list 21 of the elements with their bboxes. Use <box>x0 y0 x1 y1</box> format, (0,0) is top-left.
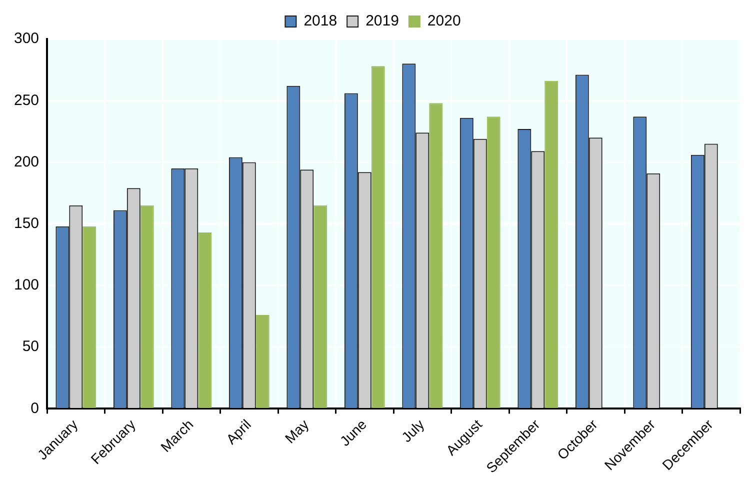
bar <box>140 205 154 408</box>
y-tick-label: 200 <box>14 153 40 170</box>
y-tick-label: 250 <box>14 92 40 109</box>
bar <box>314 205 328 408</box>
legend-label: 2020 <box>427 12 461 30</box>
bar <box>486 116 500 408</box>
y-tick-label: 0 <box>30 400 40 417</box>
x-tick-label: May <box>282 416 312 446</box>
y-tick-label: 50 <box>22 338 40 356</box>
bar <box>82 226 96 408</box>
legend-label: 2018 <box>304 12 338 30</box>
y-tick-label: 300 <box>14 30 40 48</box>
bar <box>371 66 385 408</box>
legend-label: 2019 <box>366 12 399 30</box>
bar <box>198 232 212 408</box>
bar <box>256 315 270 408</box>
bar <box>544 80 558 408</box>
bar <box>429 103 443 408</box>
y-tick-label: 100 <box>14 276 40 294</box>
x-tick-label: July <box>398 416 428 446</box>
y-tick-label: 150 <box>14 214 40 232</box>
